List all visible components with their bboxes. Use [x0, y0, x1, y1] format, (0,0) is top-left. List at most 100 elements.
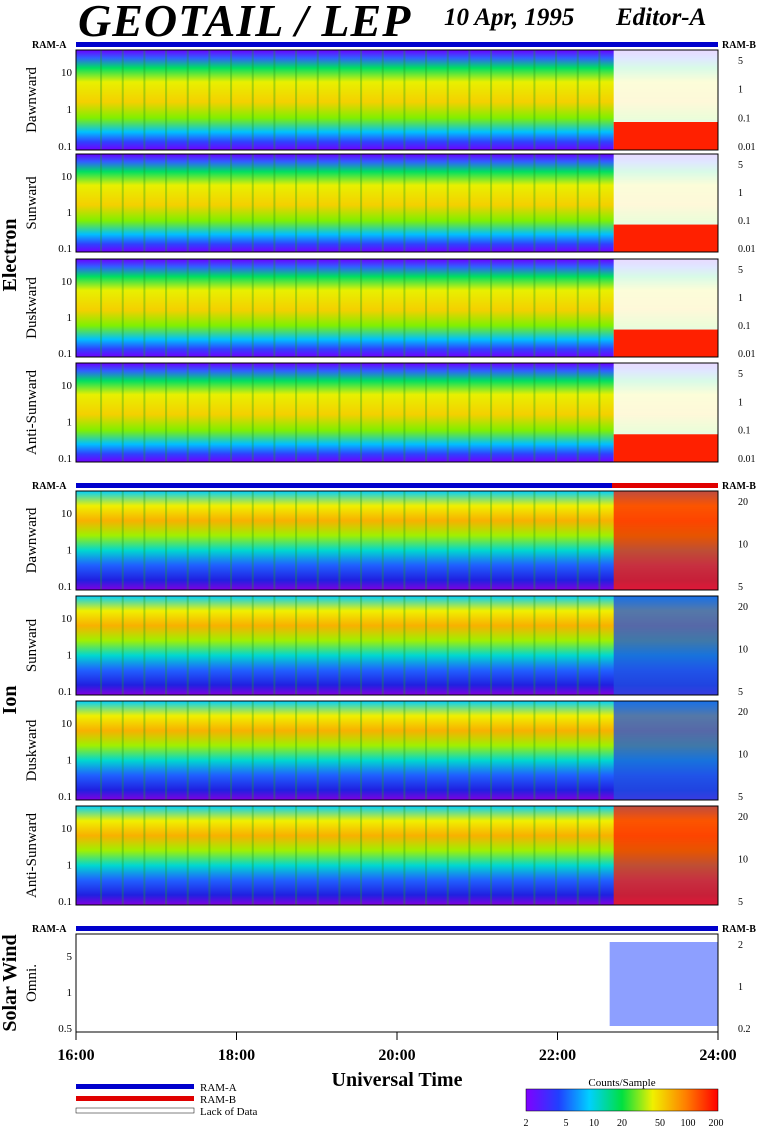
streak — [360, 363, 363, 462]
y-tick-right: 10 — [738, 855, 748, 866]
y-tick-right: 0.1 — [738, 113, 751, 124]
spectrogram-panel — [76, 596, 718, 695]
streak — [468, 154, 471, 252]
streak — [316, 596, 319, 695]
streak — [381, 596, 384, 695]
streak — [425, 154, 428, 252]
y-tick-left: 10 — [61, 276, 73, 288]
streak — [381, 701, 384, 800]
streak — [273, 259, 276, 357]
streak — [251, 154, 254, 252]
streak — [425, 806, 428, 905]
streak — [468, 701, 471, 800]
streak — [186, 154, 189, 252]
ram-bar — [76, 483, 718, 488]
streak — [165, 363, 168, 462]
streak — [490, 806, 493, 905]
panel-frame — [75, 490, 719, 591]
legend-lack-label: Lack of Data — [200, 1106, 258, 1118]
streak — [490, 363, 493, 462]
legend-lack-swatch — [75, 1107, 195, 1114]
streak — [533, 596, 536, 695]
streak — [555, 491, 558, 590]
y-tick-left: 10 — [61, 613, 73, 625]
streak — [533, 806, 536, 905]
panel-frame — [75, 805, 719, 906]
streak — [251, 806, 254, 905]
streak — [273, 491, 276, 590]
y-tick-right: 1 — [738, 293, 743, 304]
streak — [511, 363, 514, 462]
streak — [165, 259, 168, 357]
streak — [360, 596, 363, 695]
y-tick-right: 0.1 — [738, 321, 751, 332]
legend-ram-b-swatch — [76, 1096, 194, 1101]
panel-label: Sunward — [24, 176, 40, 230]
streak — [121, 806, 124, 905]
y-tick-left: 0.1 — [58, 453, 72, 465]
streak — [338, 154, 341, 252]
streak — [360, 806, 363, 905]
streak — [230, 491, 233, 590]
streak — [576, 596, 579, 695]
streak — [490, 259, 493, 357]
legend-ram-a-label: RAM-A — [200, 1082, 237, 1094]
y-tick-left: 0.1 — [58, 686, 72, 698]
streak — [316, 154, 319, 252]
streak — [576, 363, 579, 462]
streak — [338, 259, 341, 357]
y-tick-left: 10 — [61, 67, 73, 79]
streak — [208, 806, 211, 905]
streak — [100, 363, 103, 462]
group-label-solar-wind: Solar Wind — [0, 934, 21, 1031]
streak — [186, 596, 189, 695]
y-tick-right: 0.01 — [738, 349, 756, 360]
streak — [165, 154, 168, 252]
ram-b-segment — [612, 483, 718, 488]
streak — [533, 701, 536, 800]
streak — [446, 806, 449, 905]
streak — [598, 259, 601, 357]
ram-a-label: RAM-A — [32, 40, 67, 51]
streak — [511, 154, 514, 252]
panel-frame — [75, 700, 719, 801]
streak — [143, 50, 146, 150]
streak — [316, 259, 319, 357]
streak — [468, 491, 471, 590]
x-tick-label: 16:00 — [57, 1047, 94, 1064]
spectrogram-panel — [76, 806, 718, 905]
streak — [143, 701, 146, 800]
x-tick-label: 18:00 — [218, 1047, 255, 1064]
panel-label: Sunward — [24, 618, 40, 672]
ram-bar — [76, 42, 718, 47]
low-energy-band — [613, 329, 718, 357]
solar-wind-data — [609, 942, 718, 1026]
streak — [273, 154, 276, 252]
streak — [295, 50, 298, 150]
ram-b-label: RAM-B — [722, 40, 756, 51]
streak — [360, 701, 363, 800]
panel-frame — [75, 362, 719, 463]
streak — [251, 259, 254, 357]
streak — [295, 596, 298, 695]
streak — [316, 806, 319, 905]
y-tick-left: 0.5 — [58, 1023, 72, 1035]
streak — [143, 596, 146, 695]
streak — [381, 259, 384, 357]
streak — [446, 596, 449, 695]
y-tick-left: 1 — [67, 207, 73, 219]
streak — [403, 806, 406, 905]
legend-ram-a-swatch — [76, 1084, 194, 1089]
late-region — [613, 701, 718, 800]
streak — [121, 154, 124, 252]
y-tick-right: 0.2 — [738, 1024, 751, 1035]
streak — [446, 363, 449, 462]
streak — [403, 596, 406, 695]
streak — [511, 806, 514, 905]
streak — [555, 806, 558, 905]
panel-label: Anti-Sunward — [24, 370, 40, 455]
streak — [100, 596, 103, 695]
streak — [165, 596, 168, 695]
streak — [555, 363, 558, 462]
spectrogram-panel — [76, 50, 718, 150]
